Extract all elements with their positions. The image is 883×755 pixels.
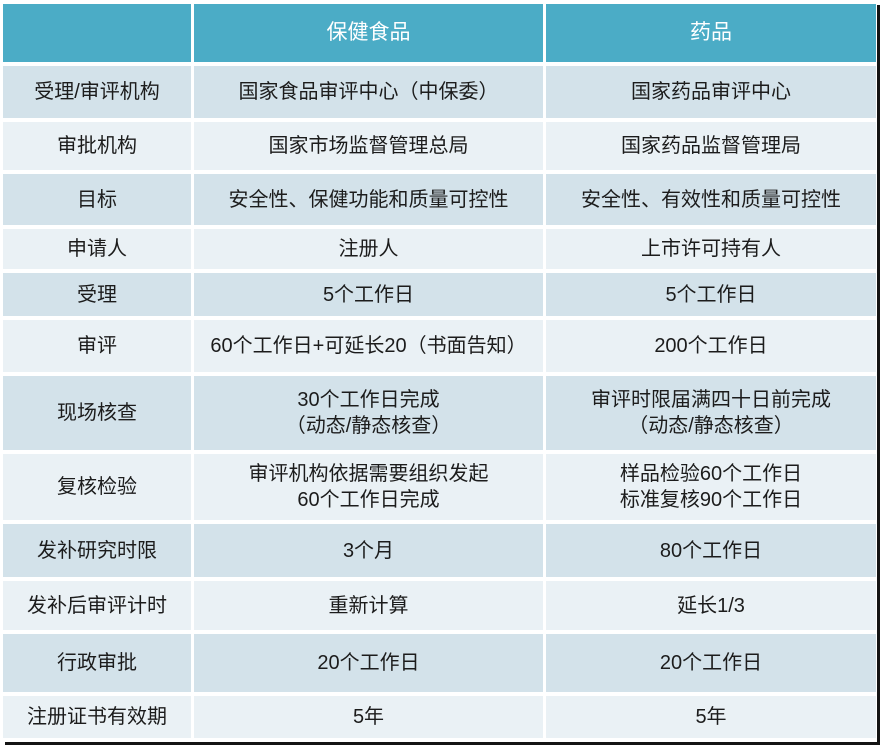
table-row: 现场核查 30个工作日完成 （动态/静态核查） 审评时限届满四十日前完成 （动态… [3,376,876,450]
table-row: 审批机构 国家市场监督管理总局 国家药品监督管理局 [3,122,876,170]
health-food-cell: 注册人 [194,229,543,269]
row-label-cell: 发补研究时限 [3,524,191,577]
drug-cell: 5个工作日 [546,273,876,316]
drug-cell: 国家药品监督管理局 [546,122,876,170]
drug-cell: 5年 [546,696,876,738]
row-label-cell: 受理 [3,273,191,316]
health-food-cell: 5年 [194,696,543,738]
row-label-cell: 受理/审评机构 [3,66,191,118]
drug-cell: 200个工作日 [546,320,876,372]
header-health-food: 保健食品 [194,4,543,62]
health-food-cell: 审评机构依据需要组织发起 60个工作日完成 [194,454,543,520]
table-row: 受理 5个工作日 5个工作日 [3,273,876,316]
health-food-cell: 20个工作日 [194,634,543,692]
row-label-cell: 审评 [3,320,191,372]
table-row: 审评 60个工作日+可延长20（书面告知） 200个工作日 [3,320,876,372]
drug-cell: 国家药品审评中心 [546,66,876,118]
health-food-cell: 3个月 [194,524,543,577]
drug-cell: 延长1/3 [546,581,876,630]
health-food-cell: 安全性、保健功能和质量可控性 [194,174,543,225]
table-row: 发补研究时限 3个月 80个工作日 [3,524,876,577]
table-row: 注册证书有效期 5年 5年 [3,696,876,738]
header-empty-cell [3,4,191,62]
comparison-table-frame: 保健食品 药品 受理/审评机构 国家食品审评中心（中保委） 国家药品审评中心 审… [3,4,876,738]
drug-cell: 上市许可持有人 [546,229,876,269]
drug-cell: 安全性、有效性和质量可控性 [546,174,876,225]
health-food-cell: 30个工作日完成 （动态/静态核查） [194,376,543,450]
health-food-cell: 国家市场监督管理总局 [194,122,543,170]
drug-cell: 20个工作日 [546,634,876,692]
row-label-cell: 注册证书有效期 [3,696,191,738]
table-row: 发补后审评计时 重新计算 延长1/3 [3,581,876,630]
table-row: 复核检验 审评机构依据需要组织发起 60个工作日完成 样品检验60个工作日 标准… [3,454,876,520]
health-food-cell: 重新计算 [194,581,543,630]
drug-cell: 审评时限届满四十日前完成 （动态/静态核查） [546,376,876,450]
row-label-cell: 行政审批 [3,634,191,692]
row-label-cell: 现场核查 [3,376,191,450]
table-row: 申请人 注册人 上市许可持有人 [3,229,876,269]
table-row: 行政审批 20个工作日 20个工作日 [3,634,876,692]
health-food-cell: 60个工作日+可延长20（书面告知） [194,320,543,372]
row-label-cell: 目标 [3,174,191,225]
row-label-cell: 申请人 [3,229,191,269]
drug-cell: 80个工作日 [546,524,876,577]
health-food-cell: 国家食品审评中心（中保委） [194,66,543,118]
header-drug: 药品 [546,4,876,62]
row-label-cell: 审批机构 [3,122,191,170]
row-label-cell: 发补后审评计时 [3,581,191,630]
table-row: 受理/审评机构 国家食品审评中心（中保委） 国家药品审评中心 [3,66,876,118]
header-row: 保健食品 药品 [3,4,876,62]
row-label-cell: 复核检验 [3,454,191,520]
table-row: 目标 安全性、保健功能和质量可控性 安全性、有效性和质量可控性 [3,174,876,225]
drug-cell: 样品检验60个工作日 标准复核90个工作日 [546,454,876,520]
health-food-cell: 5个工作日 [194,273,543,316]
health-food-vs-drug-table: 保健食品 药品 受理/审评机构 国家食品审评中心（中保委） 国家药品审评中心 审… [3,4,876,738]
